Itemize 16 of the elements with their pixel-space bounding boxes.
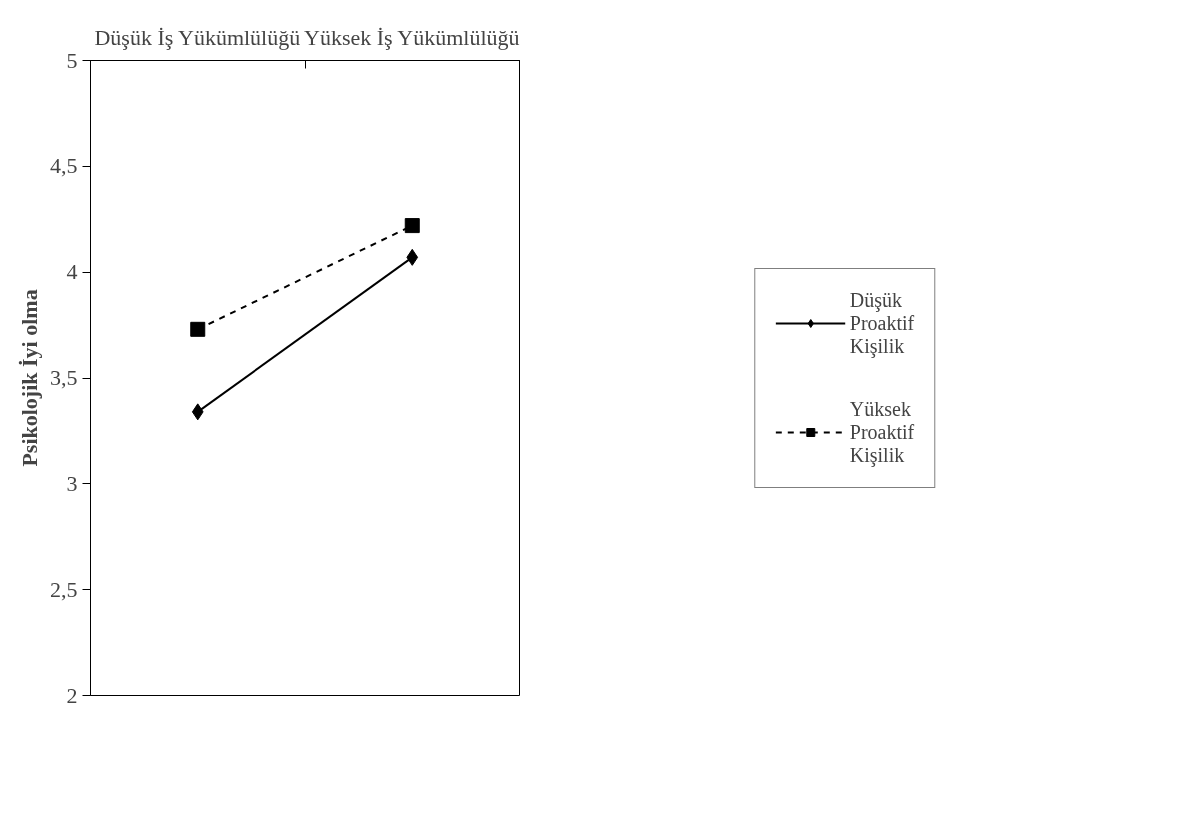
y-tick-label: 4,5 bbox=[50, 153, 78, 179]
legend-label: Düşük Proaktif Kişilik bbox=[849, 288, 915, 358]
y-tick-label: 5 bbox=[66, 47, 78, 73]
point bbox=[190, 321, 206, 337]
legend-label: Yüksek Proaktif Kişilik bbox=[849, 397, 915, 467]
x-tick-label: Yüksek İş Yükümlülüğü bbox=[304, 24, 520, 50]
y-tick-label: 2,5 bbox=[50, 576, 78, 602]
y-axis-title: Psikolojik İyi olma bbox=[17, 289, 42, 467]
y-tick-label: 3,5 bbox=[50, 365, 78, 390]
y-tick-label: 4 bbox=[66, 259, 78, 285]
x-tick-label: Düşük İş Yükümlülüğü bbox=[94, 24, 301, 50]
point bbox=[406, 248, 419, 266]
y-tick-label: 3 bbox=[66, 470, 78, 496]
y-tick-label: 2 bbox=[66, 682, 78, 708]
point bbox=[404, 218, 420, 234]
point bbox=[191, 403, 204, 421]
